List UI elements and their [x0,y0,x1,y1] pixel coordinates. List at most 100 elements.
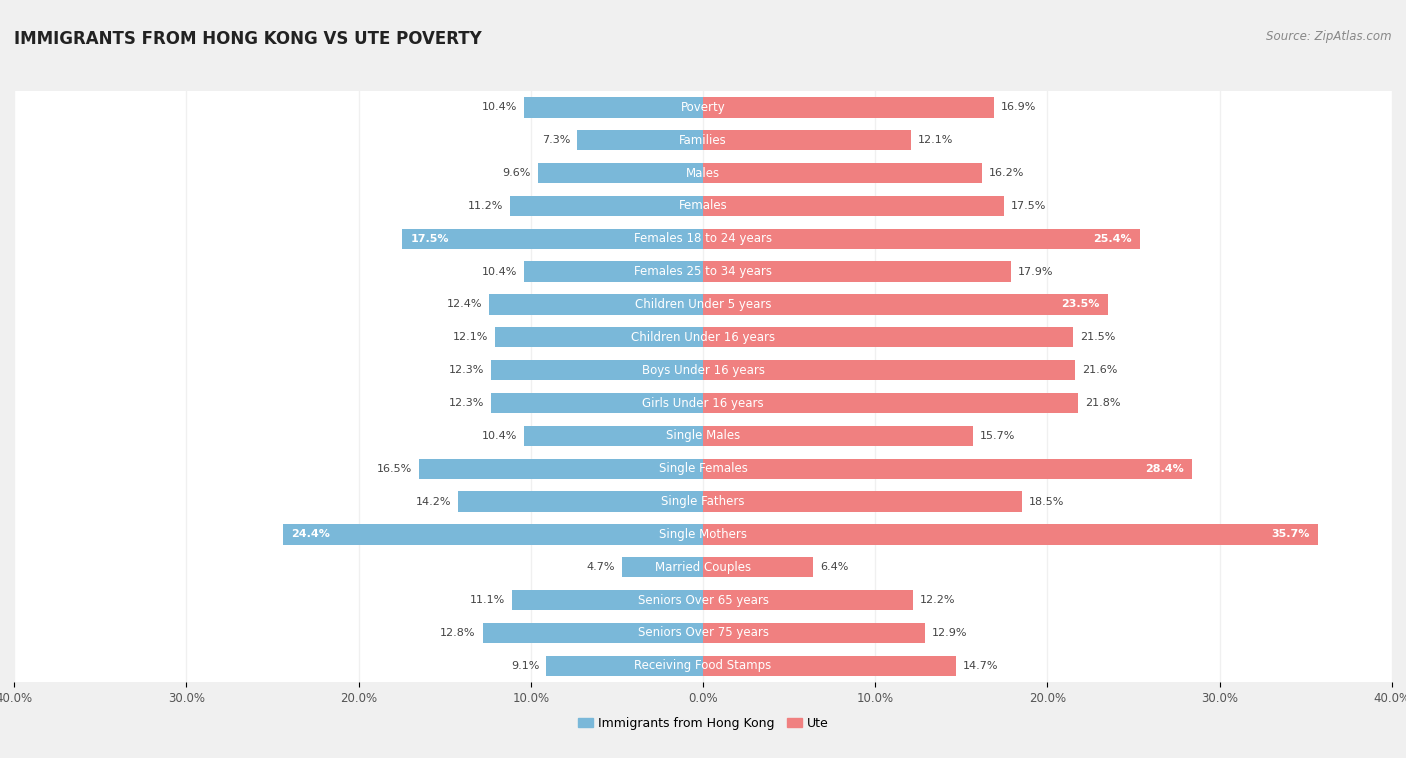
Text: Children Under 5 years: Children Under 5 years [634,298,772,311]
Text: Source: ZipAtlas.com: Source: ZipAtlas.com [1267,30,1392,43]
Bar [283,525,703,544]
Bar [703,426,973,446]
Text: 12.1%: 12.1% [918,135,953,146]
Bar [14,650,1392,682]
Bar [419,459,703,479]
Text: 16.2%: 16.2% [988,168,1025,178]
Bar [703,262,1011,282]
Text: 12.3%: 12.3% [449,365,484,375]
Bar [14,584,1392,616]
Bar [491,360,703,381]
Text: 12.1%: 12.1% [453,332,488,343]
Text: Children Under 16 years: Children Under 16 years [631,330,775,344]
Bar [14,157,1392,190]
Bar [14,485,1392,518]
Text: 9.1%: 9.1% [510,661,540,671]
Bar [703,590,912,610]
Text: Single Females: Single Females [658,462,748,475]
Text: 10.4%: 10.4% [482,431,517,441]
Text: Single Mothers: Single Mothers [659,528,747,541]
Bar [14,288,1392,321]
Text: Males: Males [686,167,720,180]
Bar [703,196,1004,216]
Bar [703,459,1192,479]
Text: 12.4%: 12.4% [447,299,482,309]
Bar [402,229,703,249]
Bar [14,419,1392,453]
Text: 21.8%: 21.8% [1085,398,1121,408]
Text: Poverty: Poverty [681,101,725,114]
Text: Receiving Food Stamps: Receiving Food Stamps [634,659,772,672]
Bar [703,294,1108,315]
Bar [491,393,703,413]
Bar [14,321,1392,354]
Text: 15.7%: 15.7% [980,431,1015,441]
Bar [510,196,703,216]
Bar [14,453,1392,485]
Text: 17.9%: 17.9% [1018,267,1053,277]
Text: 25.4%: 25.4% [1094,233,1132,244]
Bar [14,354,1392,387]
Bar [537,163,703,183]
Text: 14.7%: 14.7% [963,661,998,671]
Text: 11.1%: 11.1% [470,595,505,605]
Text: 24.4%: 24.4% [291,529,330,540]
Bar [703,557,813,578]
Bar [512,590,703,610]
Text: 9.6%: 9.6% [502,168,531,178]
Bar [14,518,1392,551]
Bar [14,91,1392,124]
Text: 23.5%: 23.5% [1060,299,1099,309]
Text: 4.7%: 4.7% [586,562,616,572]
Bar [703,393,1078,413]
Bar [578,130,703,150]
Text: 7.3%: 7.3% [541,135,571,146]
Bar [547,656,703,676]
Bar [703,491,1022,512]
Text: 17.5%: 17.5% [1011,201,1046,211]
Text: 12.2%: 12.2% [920,595,956,605]
Text: 21.5%: 21.5% [1080,332,1115,343]
Text: 18.5%: 18.5% [1029,496,1064,506]
Bar [703,229,1140,249]
Bar [524,426,703,446]
Text: Seniors Over 75 years: Seniors Over 75 years [637,626,769,640]
Bar [14,124,1392,157]
Text: Boys Under 16 years: Boys Under 16 years [641,364,765,377]
Text: Single Fathers: Single Fathers [661,495,745,508]
Bar [703,163,981,183]
Text: Girls Under 16 years: Girls Under 16 years [643,396,763,409]
Text: Families: Families [679,133,727,147]
Text: Seniors Over 65 years: Seniors Over 65 years [637,594,769,606]
Text: 17.5%: 17.5% [411,233,449,244]
Text: 12.8%: 12.8% [440,628,475,638]
Legend: Immigrants from Hong Kong, Ute: Immigrants from Hong Kong, Ute [572,712,834,735]
Bar [703,130,911,150]
Bar [482,623,703,643]
Bar [703,656,956,676]
Text: Females 25 to 34 years: Females 25 to 34 years [634,265,772,278]
Bar [14,190,1392,222]
Bar [14,255,1392,288]
Text: 16.5%: 16.5% [377,464,412,474]
Text: Females: Females [679,199,727,212]
Bar [621,557,703,578]
Text: 10.4%: 10.4% [482,102,517,112]
Text: 6.4%: 6.4% [820,562,848,572]
Text: 16.9%: 16.9% [1001,102,1036,112]
Text: IMMIGRANTS FROM HONG KONG VS UTE POVERTY: IMMIGRANTS FROM HONG KONG VS UTE POVERTY [14,30,482,49]
Bar [14,387,1392,419]
Bar [703,623,925,643]
Text: Females 18 to 24 years: Females 18 to 24 years [634,232,772,246]
Bar [703,97,994,117]
Text: 10.4%: 10.4% [482,267,517,277]
Text: 28.4%: 28.4% [1144,464,1184,474]
Bar [703,525,1317,544]
Bar [14,222,1392,255]
Bar [524,262,703,282]
Text: 35.7%: 35.7% [1271,529,1309,540]
Bar [489,294,703,315]
Bar [524,97,703,117]
Text: Single Males: Single Males [666,429,740,443]
Bar [703,360,1076,381]
